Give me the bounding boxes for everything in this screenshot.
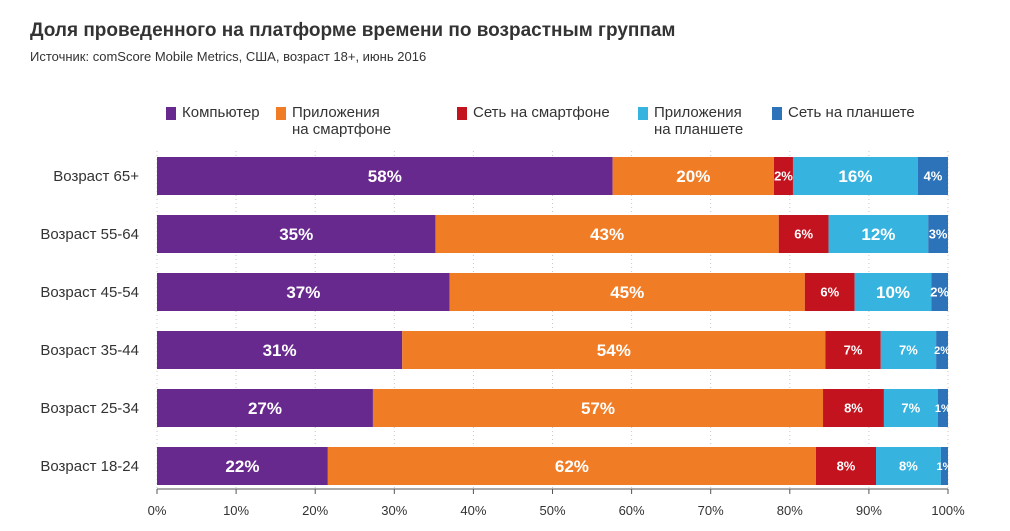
chart-subtitle: Источник: comScore Mobile Metrics, США, … xyxy=(30,49,427,64)
x-tick-label: 40% xyxy=(460,503,486,518)
x-tick-label: 100% xyxy=(931,503,965,518)
data-label: 8% xyxy=(837,459,856,474)
x-tick-label: 50% xyxy=(539,503,565,518)
data-label: 37% xyxy=(286,283,320,302)
data-label: 2% xyxy=(930,285,949,300)
data-label: 20% xyxy=(676,167,710,186)
data-label: 10% xyxy=(876,283,910,302)
legend-item-smartphone-web: Сеть на смартфоне xyxy=(457,104,610,121)
bar-segment xyxy=(854,273,932,311)
bar-segment xyxy=(940,447,948,485)
data-label: 6% xyxy=(820,285,839,300)
legend-label-smartphone-web: Сеть на смартфоне xyxy=(473,104,610,121)
bar-segment xyxy=(883,389,938,427)
bar-segment xyxy=(917,157,948,195)
data-label: 8% xyxy=(844,401,863,416)
data-label: 2% xyxy=(934,345,950,357)
data-label: 6% xyxy=(794,227,813,242)
legend-item-tablet-web: Сеть на планшете xyxy=(772,104,915,121)
data-label: 1% xyxy=(936,461,952,473)
bar-segment xyxy=(612,157,774,195)
data-label: 58% xyxy=(368,167,402,186)
bar-segment xyxy=(815,447,877,485)
chart-title: Доля проведенного на платформе времени п… xyxy=(30,20,676,41)
data-label: 22% xyxy=(225,457,259,476)
bar-segment xyxy=(372,389,824,427)
legend-swatch-tablet-web xyxy=(772,107,782,120)
data-label: 62% xyxy=(555,457,589,476)
category-label: Возраст 25-34 xyxy=(40,400,139,417)
x-tick-label: 20% xyxy=(302,503,328,518)
bar-segment xyxy=(449,273,805,311)
category-label: Возраст 65+ xyxy=(53,168,139,185)
data-label: 4% xyxy=(924,169,943,184)
x-tick-label: 80% xyxy=(777,503,803,518)
bar-segment xyxy=(773,157,793,195)
bar-segment xyxy=(792,157,918,195)
legend-swatch-computer xyxy=(166,107,176,120)
data-label: 45% xyxy=(610,283,644,302)
bar-segment xyxy=(157,157,613,195)
data-label: 7% xyxy=(844,343,863,358)
x-tick-label: 30% xyxy=(381,503,407,518)
legend-label-computer: Компьютер xyxy=(182,104,260,121)
x-tick-label: 90% xyxy=(856,503,882,518)
data-label: 3% xyxy=(929,227,948,242)
category-label: Возраст 45-54 xyxy=(40,284,139,301)
data-label: 12% xyxy=(861,225,895,244)
category-label: Возраст 55-64 xyxy=(40,226,139,243)
legend-swatch-tablet-apps xyxy=(638,107,648,120)
bar-segment xyxy=(157,331,403,369)
bar-segment xyxy=(435,215,779,253)
x-tick-label: 10% xyxy=(223,503,249,518)
data-label: 57% xyxy=(581,399,615,418)
bar-segment xyxy=(157,215,436,253)
bar-segment xyxy=(778,215,829,253)
bar-segment xyxy=(157,447,328,485)
category-label: Возраст 35-44 xyxy=(40,342,139,359)
category-label: Возраст 18-24 xyxy=(40,458,139,475)
legend-label-tablet-web: Сеть на планшете xyxy=(788,104,915,121)
legend-swatch-smartphone-web xyxy=(457,107,467,120)
legend-item-tablet-apps: Приложения на планшете xyxy=(638,104,743,138)
bar-segment xyxy=(828,215,929,253)
x-tick-label: 0% xyxy=(148,503,167,518)
data-label: 31% xyxy=(263,341,297,360)
legend-item-smartphone-apps: Приложения на смартфоне xyxy=(276,104,391,138)
data-label: 35% xyxy=(279,225,313,244)
data-label: 7% xyxy=(901,401,920,416)
data-label: 27% xyxy=(248,399,282,418)
data-label: 7% xyxy=(899,343,918,358)
bar-segment xyxy=(880,331,937,369)
data-label: 2% xyxy=(774,169,793,184)
data-label: 54% xyxy=(597,341,631,360)
bar-segment xyxy=(157,389,373,427)
bar-segment xyxy=(931,273,948,311)
bar-segment xyxy=(825,331,881,369)
bar-segment xyxy=(928,215,948,253)
bar-segment xyxy=(936,331,948,369)
bar-segment xyxy=(804,273,855,311)
bar-segment xyxy=(823,389,884,427)
bar-segment xyxy=(327,447,816,485)
x-tick-label: 60% xyxy=(619,503,645,518)
legend-item-computer: Компьютер xyxy=(166,104,260,121)
data-label: 43% xyxy=(590,225,624,244)
x-tick-label: 70% xyxy=(698,503,724,518)
data-label: 8% xyxy=(899,459,918,474)
bar-segment xyxy=(876,447,941,485)
legend-label-smartphone-apps: Приложения на смартфоне xyxy=(292,104,392,138)
bar-segment xyxy=(402,331,826,369)
bar-segment xyxy=(157,273,450,311)
legend-label-tablet-apps: Приложения на планшете xyxy=(654,104,744,138)
data-label: 16% xyxy=(838,167,872,186)
bar-segment xyxy=(937,389,948,427)
legend-swatch-smartphone-apps xyxy=(276,107,286,120)
data-label: 1% xyxy=(935,403,951,415)
